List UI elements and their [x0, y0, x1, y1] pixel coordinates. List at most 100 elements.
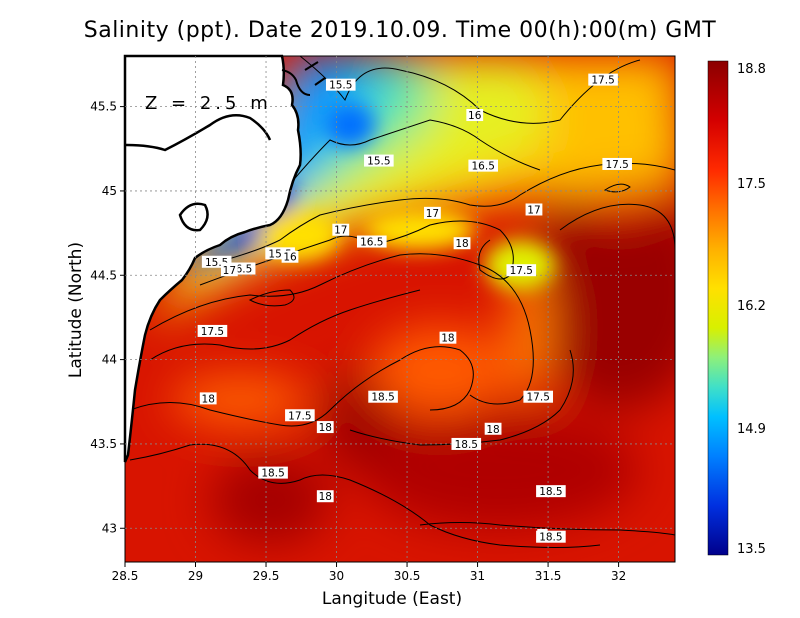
contour-label-text: 18.5 [539, 532, 562, 544]
contour-label-text: 16 [468, 110, 482, 122]
contour-label-text: 18 [441, 333, 454, 345]
contour-label: 16.5 [468, 159, 499, 173]
contour-label: 17 [220, 264, 238, 277]
chart-title: Salinity (ppt). Date 2019.10.09. Time 00… [83, 18, 717, 43]
contour-label-box [466, 109, 484, 122]
contour-label-text: 18 [202, 393, 215, 405]
contour-label-text: 16.5 [472, 161, 495, 173]
contour-label-text: 17.5 [605, 159, 628, 171]
contour-label-text: 16 [283, 252, 297, 264]
contour-label-text: 17 [223, 265, 236, 277]
contour-label: 16 [281, 250, 299, 264]
contour-label: 17 [424, 206, 441, 220]
contour-label: 17.5 [197, 324, 228, 338]
colorbar-label: 17.5 [737, 177, 766, 192]
contour-label-box [258, 466, 288, 479]
y-tick-label: 45 [102, 184, 117, 198]
contour-label-box [588, 73, 618, 86]
colorbar-label: 16.2 [737, 299, 766, 314]
contour-label-box [316, 490, 334, 503]
y-axis-title: Latitude (North) [66, 241, 86, 379]
y-tick-label: 44 [102, 353, 117, 367]
contour-label: 18.5 [536, 530, 566, 544]
contour-label: 17.5 [285, 409, 315, 422]
x-tick-label: 28.5 [112, 569, 139, 583]
contour-label: 18 [316, 490, 334, 503]
contour-label-box [316, 421, 334, 434]
contour-label-text: 18.5 [455, 439, 478, 451]
contour-label: 15.5 [325, 78, 356, 92]
contour-label: 17.5 [588, 73, 618, 87]
y-tick-label: 43 [102, 521, 117, 535]
contour-label-text: 18.5 [539, 486, 562, 498]
colorbar-label-max: 18.8 [737, 62, 766, 77]
contour-label-box [332, 223, 350, 236]
contour-label-text: 15.5 [329, 80, 352, 92]
contour-label-text: 18 [319, 422, 332, 434]
x-tick-label: 31.5 [535, 569, 562, 583]
contour-label-box [523, 390, 554, 403]
contour-label: 16.5 [356, 235, 387, 249]
contour-label-box [356, 235, 387, 248]
contour-label-box [439, 331, 457, 344]
contour-label-text: 18 [319, 491, 332, 503]
contour-label: 17 [332, 223, 350, 237]
contour-label-text: 17.5 [201, 326, 224, 338]
contour-label-box [368, 390, 398, 403]
contour-label-text: 18 [486, 424, 499, 436]
contour-label-text: 18.5 [371, 392, 394, 404]
contour-label-box [453, 237, 471, 250]
x-axis-title: Langitude (East) [0, 589, 800, 609]
contour-label-box [451, 437, 482, 450]
contour-label-box [220, 264, 238, 277]
contour-label: 16 [466, 109, 484, 122]
contour-label-box [197, 324, 228, 337]
contour-label-text: 18.5 [261, 468, 284, 480]
contour-label-text: 17.5 [591, 75, 614, 87]
contour-label-box [506, 264, 537, 277]
contour-label-text: 17 [334, 225, 347, 237]
contour-label-box [468, 159, 499, 172]
y-tick-label: 43.5 [90, 437, 117, 451]
x-tick-label: 30.5 [394, 569, 421, 583]
land [123, 54, 326, 463]
contour-label-box [424, 206, 441, 219]
colorbar-label: 14.9 [737, 422, 766, 437]
y-tick-label: 45.5 [90, 100, 117, 114]
x-tick-label: 29 [188, 569, 203, 583]
contour-label: 17.5 [602, 157, 632, 171]
colorbar [707, 60, 729, 556]
contour-label: 18 [199, 392, 217, 405]
contour-label: 17.5 [506, 264, 537, 277]
contour-label-box [484, 422, 502, 435]
contour-label-text: 15.5 [367, 156, 390, 168]
contour-label-box [285, 409, 315, 422]
colorbar-label-min: 13.5 [737, 542, 766, 557]
salinity-field [125, 56, 675, 562]
contour-label: 15.5 [364, 154, 394, 168]
y-tick-label: 44.5 [90, 268, 117, 282]
x-axis-title-text: Langitude (East) [321, 589, 463, 609]
depth-label: Z = 2.5 m [145, 93, 272, 114]
contour-label: 18.5 [536, 485, 566, 498]
contour-label-box [325, 78, 356, 91]
contour-label: 18 [439, 331, 457, 345]
contour-label-box [201, 255, 232, 268]
contour-label-text: 17 [426, 208, 439, 220]
grid-lines [125, 56, 675, 562]
contour-label-box [536, 530, 566, 543]
contour-label-box [602, 157, 632, 170]
x-tick-label: 29.5 [253, 569, 280, 583]
contour-label-box [199, 392, 217, 405]
x-tick-label: 31 [470, 569, 485, 583]
contour-label-box [364, 154, 394, 167]
contour-label: 18 [453, 237, 471, 250]
contour-label-box [281, 250, 299, 263]
contour-label-text: 17.5 [288, 410, 311, 422]
contour-label: 18 [484, 422, 502, 436]
contour-label: 17.5 [523, 390, 554, 404]
x-tick-label: 30 [329, 569, 344, 583]
contour-label-text: 17 [527, 204, 540, 216]
